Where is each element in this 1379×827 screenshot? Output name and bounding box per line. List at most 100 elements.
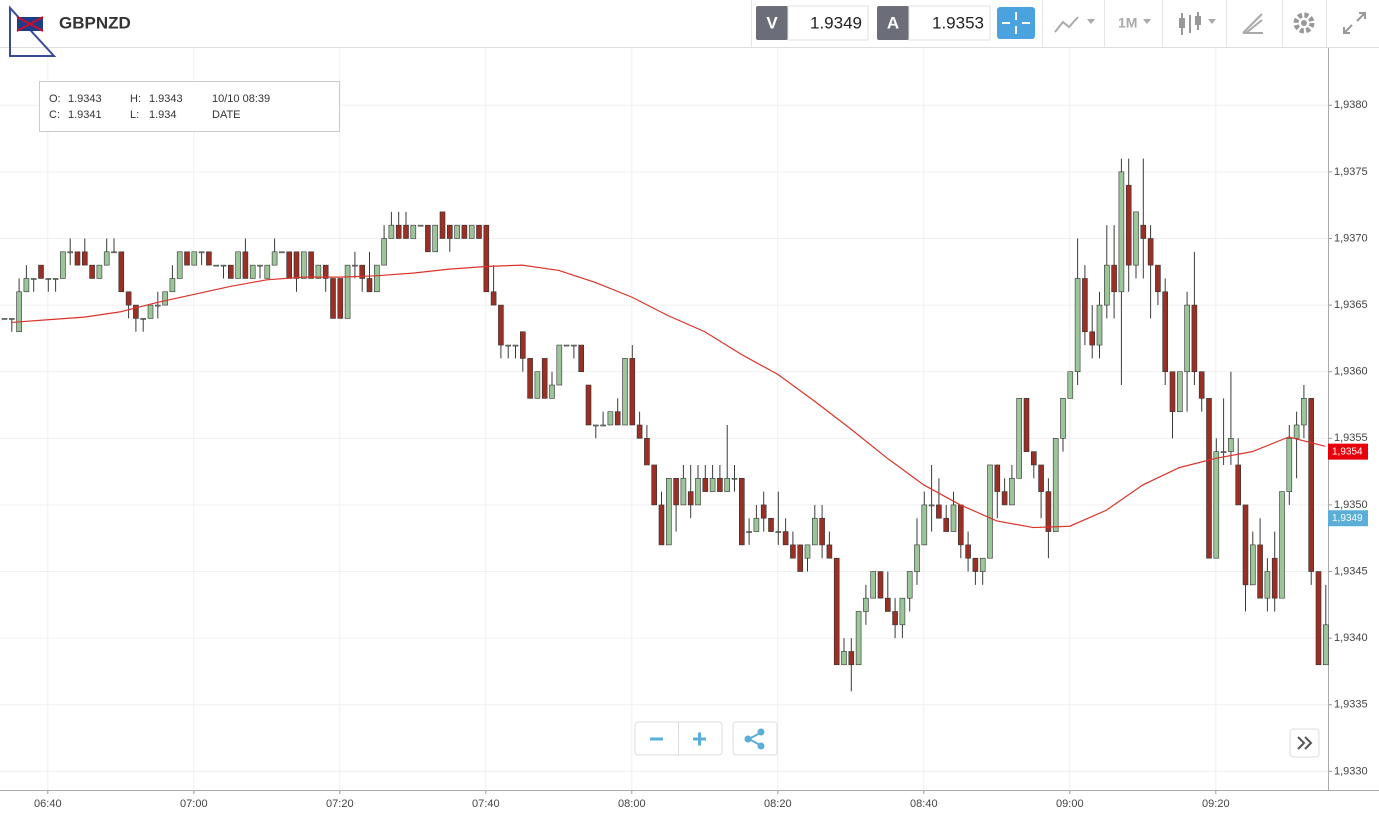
candle-body <box>965 544 971 559</box>
candle-body <box>505 344 512 347</box>
divider <box>1282 0 1283 47</box>
candle-body <box>1133 211 1139 266</box>
candle-body <box>198 251 205 254</box>
y-tick-label: 1,9340 <box>1334 632 1368 644</box>
candle-body <box>1009 477 1015 506</box>
sell-price: 1.9349 <box>810 13 862 32</box>
candle-body <box>1155 264 1161 293</box>
ohlc-date-label: DATE <box>212 109 241 121</box>
indicators-icon[interactable] <box>1054 16 1079 33</box>
candle-body <box>673 477 679 506</box>
x-tick-label: 07:40 <box>472 798 500 810</box>
draw-icon[interactable] <box>1242 13 1263 34</box>
candle-body <box>826 544 833 559</box>
fullscreen-icon[interactable] <box>1343 12 1366 34</box>
candle-body <box>228 264 234 279</box>
candle-body <box>257 264 263 267</box>
ohlc-value: 1.9341 <box>68 109 102 121</box>
share-button[interactable] <box>732 721 778 756</box>
logo <box>9 5 57 57</box>
candle-body <box>264 264 271 279</box>
y-tick-label: 1,9350 <box>1334 499 1368 511</box>
candle-body <box>636 424 643 439</box>
ohlc-label: C: <box>49 109 60 121</box>
candle-body <box>790 544 796 559</box>
zoom-in[interactable] <box>693 732 706 746</box>
candle-body <box>1140 224 1147 239</box>
crosshair-icon <box>1002 12 1030 34</box>
candle-body <box>651 464 658 506</box>
candle-body <box>1198 371 1205 399</box>
candle-body <box>322 264 329 279</box>
candle-body <box>220 264 227 267</box>
candle-body <box>899 597 906 626</box>
candle-body <box>987 464 993 559</box>
candle-body <box>841 651 847 666</box>
candle-body <box>760 504 767 519</box>
candle-body <box>118 251 125 293</box>
candle-body <box>235 251 241 279</box>
sell-button[interactable] <box>756 6 788 40</box>
candle-body <box>1301 398 1307 426</box>
crosshair-button[interactable] <box>997 7 1035 39</box>
candle-body <box>782 531 789 546</box>
candle-body <box>1089 331 1095 346</box>
candle-body <box>96 264 103 279</box>
candle-body <box>388 224 395 239</box>
candle-body <box>1271 557 1278 599</box>
symbol: GBPNZD <box>59 13 131 32</box>
plot: 1,9330 1,9335 1,9340 1,9345 1,9350 1,9355 1,93… <box>0 48 1379 810</box>
candle-body <box>476 224 482 239</box>
candle-body <box>687 491 694 506</box>
candle-body <box>23 278 30 293</box>
sell-price-box[interactable] <box>787 5 869 41</box>
buy-button[interactable] <box>877 6 909 40</box>
candle-body <box>446 224 453 239</box>
chart-type-icon <box>1179 18 1185 28</box>
ohlc-label: O: <box>49 93 61 105</box>
candle-body <box>279 251 285 254</box>
candle-body <box>578 344 585 373</box>
candle-body <box>1184 304 1190 373</box>
candle-body <box>16 291 22 333</box>
candle-body <box>140 318 146 320</box>
candle-body <box>556 344 563 386</box>
candle-body <box>1074 278 1081 373</box>
scroll-end-icon <box>1297 736 1313 750</box>
toolbar <box>0 0 1379 47</box>
candle-body <box>1257 544 1263 599</box>
candle-body <box>191 251 198 266</box>
candle-body <box>680 477 687 506</box>
settings-icon[interactable] <box>1293 12 1315 34</box>
candle-body <box>563 344 570 347</box>
sell-label: V <box>766 13 778 32</box>
candle-body <box>1220 451 1227 453</box>
candle-body <box>1264 571 1271 599</box>
candle-body <box>571 344 577 347</box>
x-tick-label: 08:20 <box>764 798 792 810</box>
candle-body <box>906 571 913 599</box>
candle-body <box>308 251 314 279</box>
x-tick-label: 09:00 <box>1056 798 1084 810</box>
timeframe[interactable]: 1M <box>1118 15 1137 31</box>
candle-body <box>249 264 256 279</box>
candle-body <box>432 224 439 253</box>
candle-body <box>695 477 701 506</box>
candle-body <box>892 611 898 626</box>
candle-body <box>490 291 497 306</box>
candle-body <box>541 358 548 399</box>
candle-body <box>855 611 862 666</box>
share-icon <box>744 735 752 743</box>
y-tick-label: 1,9365 <box>1334 299 1368 311</box>
candle-body <box>373 264 380 293</box>
candle-body <box>804 544 811 559</box>
candle-body <box>1279 491 1285 599</box>
candle-body <box>425 224 431 253</box>
candle-body <box>1111 264 1117 293</box>
candle-body <box>169 278 176 293</box>
candle-body <box>585 384 592 426</box>
buy-price-box[interactable] <box>908 5 991 41</box>
candle-body <box>746 531 752 533</box>
candle-body <box>702 477 709 492</box>
